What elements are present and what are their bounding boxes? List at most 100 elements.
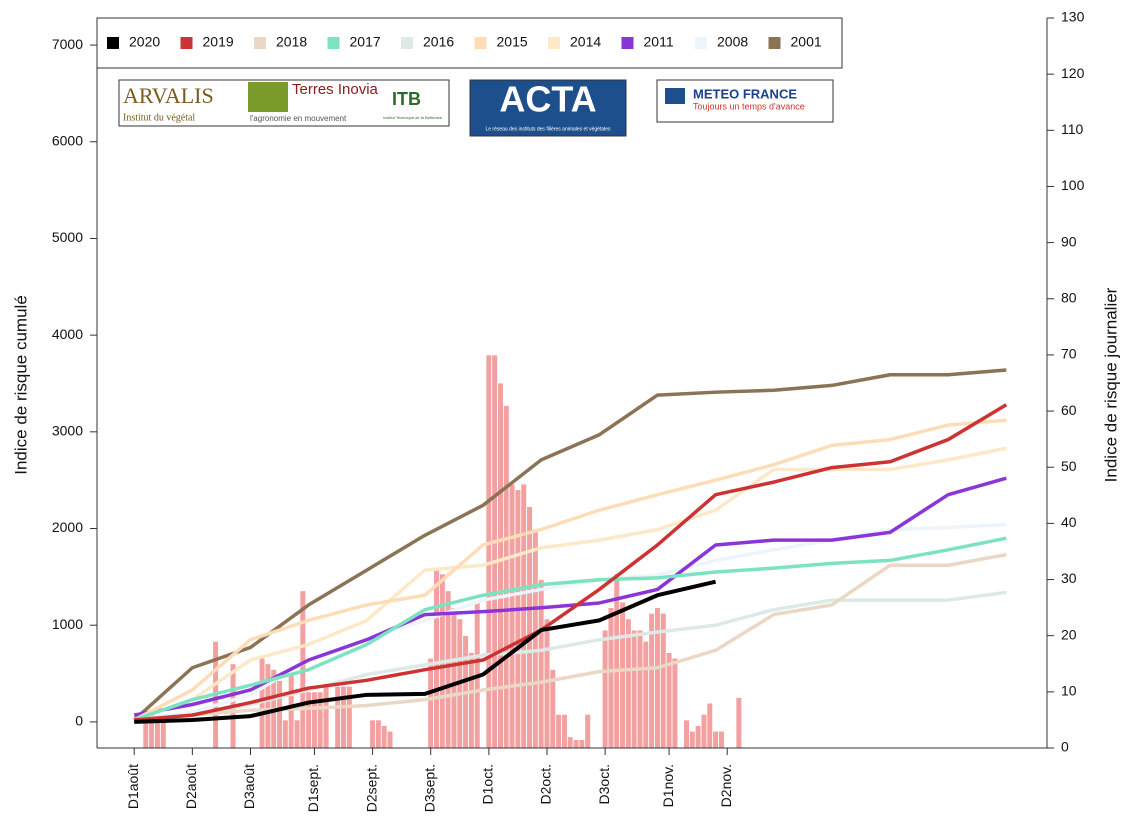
legend-swatch: [327, 37, 340, 49]
bar: [689, 730, 696, 749]
bar: [282, 719, 289, 749]
legend-swatch: [401, 37, 413, 49]
legend-box: [96, 17, 843, 69]
bar: [502, 405, 510, 749]
x-tick-label: D2oct.: [538, 764, 554, 804]
logo-name: ARVALIS: [123, 83, 214, 108]
line: [133, 536, 1007, 722]
logo-tagline: Le réseau des instituts des filières ani…: [485, 126, 611, 132]
bar: [630, 629, 638, 749]
bar: [386, 730, 394, 749]
bar: [322, 685, 330, 749]
x-tick-label: D3sept.: [421, 764, 437, 812]
bar: [293, 719, 301, 749]
y2-tick-label: 100: [1061, 177, 1085, 193]
legend-label: 2020: [129, 34, 160, 50]
y2-tick-label: 120: [1061, 65, 1085, 81]
bar: [584, 713, 592, 749]
bar: [706, 702, 714, 749]
bar: [683, 719, 690, 749]
y-tick-label: 0: [75, 713, 83, 729]
y-axis-label: Indice de risque cumulé: [11, 295, 30, 475]
bar: [520, 483, 528, 749]
x-tick-label: D2nov.: [718, 764, 734, 807]
bar: [537, 579, 545, 749]
legend-label: 2016: [423, 34, 454, 50]
bar: [659, 612, 667, 749]
legend-label: 2008: [717, 34, 748, 50]
bar: [712, 730, 719, 749]
bar: [619, 601, 626, 749]
y2-tick-label: 90: [1061, 233, 1077, 249]
bar: [380, 725, 388, 749]
bar: [700, 713, 708, 749]
bar: [287, 674, 295, 749]
bar: [427, 657, 435, 749]
bar: [264, 663, 272, 749]
legend-label: 2019: [203, 34, 234, 50]
y2-tick-label: 40: [1061, 514, 1077, 530]
x-tick-label: D1nov.: [660, 764, 676, 807]
bar: [578, 739, 586, 749]
bar: [607, 607, 615, 749]
bar: [514, 489, 522, 749]
bar: [601, 629, 609, 749]
bar: [375, 719, 382, 749]
bar: [526, 506, 533, 749]
legend-label: 2001: [791, 34, 822, 50]
bar: [671, 657, 679, 749]
y-tick-label: 2000: [52, 519, 83, 535]
axes: 0 1000 2000 3000 4000 5000 6000 7000 0 10 20 30 40 50…: [52, 9, 1085, 813]
bar: [735, 697, 743, 749]
plot-area: [133, 354, 1008, 749]
bar: [468, 652, 475, 749]
y2-tick-label: 30: [1061, 570, 1077, 586]
y-tick-label: 3000: [52, 423, 83, 439]
bar: [497, 382, 504, 749]
y2-tick-label: 130: [1061, 9, 1085, 25]
line: [133, 418, 1007, 722]
logo-frame: [656, 79, 834, 123]
y-tick-label: 6000: [52, 132, 83, 148]
logo-frame: [469, 79, 627, 137]
logo-tagline: Institut du végétal: [123, 112, 195, 123]
legend-swatch: [621, 37, 634, 49]
bar: [508, 483, 516, 749]
bar: [340, 685, 347, 749]
bar: [636, 629, 644, 749]
bar: [433, 567, 440, 749]
legend-label: 2015: [497, 34, 528, 50]
bar: [718, 730, 725, 749]
x-tick-label: D2sept.: [363, 764, 379, 812]
logo-shape: [248, 82, 288, 112]
x-tick-label: D3août: [241, 764, 257, 809]
bar: [566, 736, 574, 749]
logo-tagline: Institut Technique de la Betterave: [383, 115, 443, 120]
y2-tick-label: 50: [1061, 458, 1077, 474]
y-tick-label: 4000: [52, 326, 83, 342]
y2-tick-label: 0: [1061, 739, 1069, 755]
y2-tick-label: 110: [1061, 121, 1084, 137]
y-tick-label: 5000: [52, 229, 83, 245]
legend-swatch: [474, 37, 487, 49]
bar: [694, 725, 702, 749]
logo-name: Terres Inovia: [292, 81, 379, 98]
line: [133, 368, 1007, 722]
x-tick-label: D3oct.: [596, 764, 612, 804]
line: [134, 590, 1007, 722]
legend-swatch: [548, 37, 560, 49]
legend-swatch: [768, 37, 781, 49]
legend-label: 2017: [350, 34, 381, 50]
y2-tick-label: 80: [1061, 289, 1077, 305]
x-tick-label: D2août: [183, 764, 199, 809]
legend-swatch: [695, 37, 707, 49]
bar: [555, 713, 562, 749]
y-tick-label: 7000: [52, 36, 83, 52]
bar: [369, 719, 376, 749]
logos: ARVALIS Institut du végétal Terres Inovi…: [118, 79, 834, 137]
line: [134, 403, 1008, 722]
logo-shape: [665, 88, 685, 104]
bar: [625, 618, 632, 749]
line: [133, 476, 1007, 717]
bar: [665, 652, 673, 749]
